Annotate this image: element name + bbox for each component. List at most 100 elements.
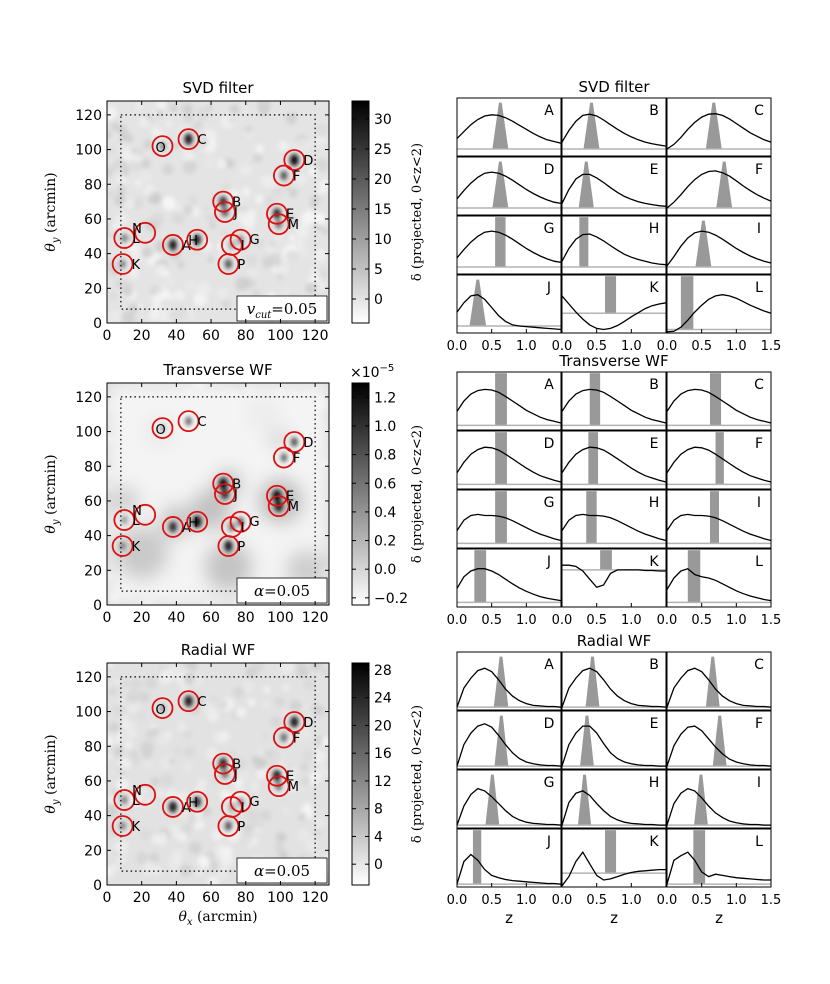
noise-blob: [195, 870, 203, 877]
noise-blob: [236, 211, 247, 222]
noise-blob: [217, 287, 228, 298]
z-cell-label: D: [544, 716, 555, 732]
cluster-signal-C: [184, 695, 193, 707]
noise-blob: [124, 197, 136, 209]
z-cell-E: E: [561, 430, 667, 490]
noise-blob: [121, 679, 130, 687]
noise-blob: [136, 302, 146, 312]
noise-blob: [188, 195, 198, 205]
colorbar-tick-label: 15: [374, 202, 392, 218]
z-grid-title: Radial WF: [577, 632, 652, 650]
colorbar-tick-label: 1.0: [374, 419, 396, 435]
noise-blob: [218, 730, 230, 743]
response-curve: [456, 667, 562, 708]
noise-blob: [158, 309, 173, 323]
response-curve: [561, 851, 666, 887]
selection-band: [585, 656, 600, 708]
noise-blob: [183, 160, 197, 174]
response-curve: [456, 230, 562, 264]
selection-band: [495, 217, 506, 268]
noise-blob: [121, 720, 131, 730]
cluster-signal-F: [280, 170, 288, 181]
annotation-text: α=0.05: [254, 862, 310, 880]
z-tick-label: 1.5: [761, 893, 782, 908]
cluster-label-J: J: [233, 488, 238, 503]
noise-blob: [294, 663, 306, 669]
noise-blob: [247, 268, 258, 280]
cluster-label-L: L: [132, 794, 140, 809]
colorbar-tick-label: 20: [374, 718, 392, 734]
z-cell-F: F: [666, 156, 772, 216]
noise-blob: [127, 700, 141, 714]
noise-blob: [274, 842, 284, 852]
noise-blob: [171, 211, 185, 225]
response-curve: [456, 114, 562, 144]
noise-blob: [252, 289, 260, 297]
lss-blob: [159, 504, 194, 539]
noise-blob: [256, 769, 266, 779]
cluster-circle-J: [214, 201, 236, 223]
cluster-label-F: F: [293, 732, 300, 747]
noise-blob: [235, 707, 247, 718]
z-cell-K: K 0.0 0.5 1.0: [552, 274, 667, 354]
noise-blob: [182, 729, 193, 740]
noise-blob: [183, 745, 196, 758]
noise-blob: [299, 763, 308, 772]
noise-blob: [160, 757, 172, 769]
z-cell-label: K: [649, 834, 659, 850]
noise-blob: [128, 749, 139, 760]
noise-blob: [155, 263, 168, 276]
xlabel-subscript: x: [187, 917, 193, 928]
selection-band: [492, 161, 509, 209]
cluster-label-G: G: [250, 515, 260, 530]
z-cell-L: L 0.0 0.5 1.0 1.5 z: [657, 828, 782, 927]
ylabel-unit: (arcmin): [43, 734, 59, 799]
cluster-label-H: H: [188, 516, 198, 531]
noise-blob: [245, 808, 260, 822]
noise-blob: [120, 168, 130, 178]
noise-blob: [208, 209, 216, 217]
y-tick-label: 0: [93, 316, 102, 332]
y-tick-label: 60: [84, 774, 102, 790]
selection-band: [687, 550, 701, 603]
noise-blob: [289, 765, 298, 775]
selection-band: [604, 830, 617, 874]
noise-blob: [115, 778, 129, 792]
noise-blob: [279, 663, 294, 674]
noise-blob: [285, 112, 298, 125]
noise-blob: [112, 704, 126, 718]
ylabel-subscript: y: [51, 237, 62, 244]
exponent-base: ×10: [350, 365, 380, 381]
map-frame: [106, 662, 330, 886]
cluster-label-B: B: [232, 478, 241, 493]
z-tick-label: 0.5: [586, 339, 607, 354]
noise-blob: [184, 279, 197, 292]
colorbar-tick-label: 12: [374, 774, 392, 790]
noise-blob: [135, 103, 143, 110]
z-cell-frame: [666, 828, 772, 888]
noise-blob: [115, 212, 129, 227]
noise-blob: [148, 852, 160, 864]
noise-blob: [196, 281, 211, 296]
z-grid-title: Transverse WF: [558, 352, 668, 370]
z-tick-label: 0.0: [447, 339, 468, 354]
colorbar-label: δ (projected, 0<z<2): [410, 425, 425, 563]
noise-blob: [159, 670, 173, 684]
noise-blob: [271, 186, 283, 198]
cluster-label-B: B: [232, 196, 241, 211]
cluster-signal-A: [168, 239, 178, 251]
cluster-circle-K: [111, 253, 134, 275]
z-cell-frame: [456, 430, 562, 490]
noise-blob: [309, 771, 322, 784]
noise-blob: [179, 864, 192, 877]
cluster-circle-O: [151, 135, 174, 157]
cluster-label-D: D: [303, 716, 313, 731]
y-tick-label: 40: [84, 529, 102, 545]
z-cell-label: L: [755, 280, 763, 296]
map-title: Transverse WF: [162, 361, 272, 379]
cluster-circle-H: [186, 510, 209, 533]
noise-blob: [145, 728, 156, 739]
z-cell-frame: [456, 371, 562, 431]
colorbar-tick-label: 28: [374, 663, 392, 679]
large-scale-structure: [107, 383, 329, 605]
